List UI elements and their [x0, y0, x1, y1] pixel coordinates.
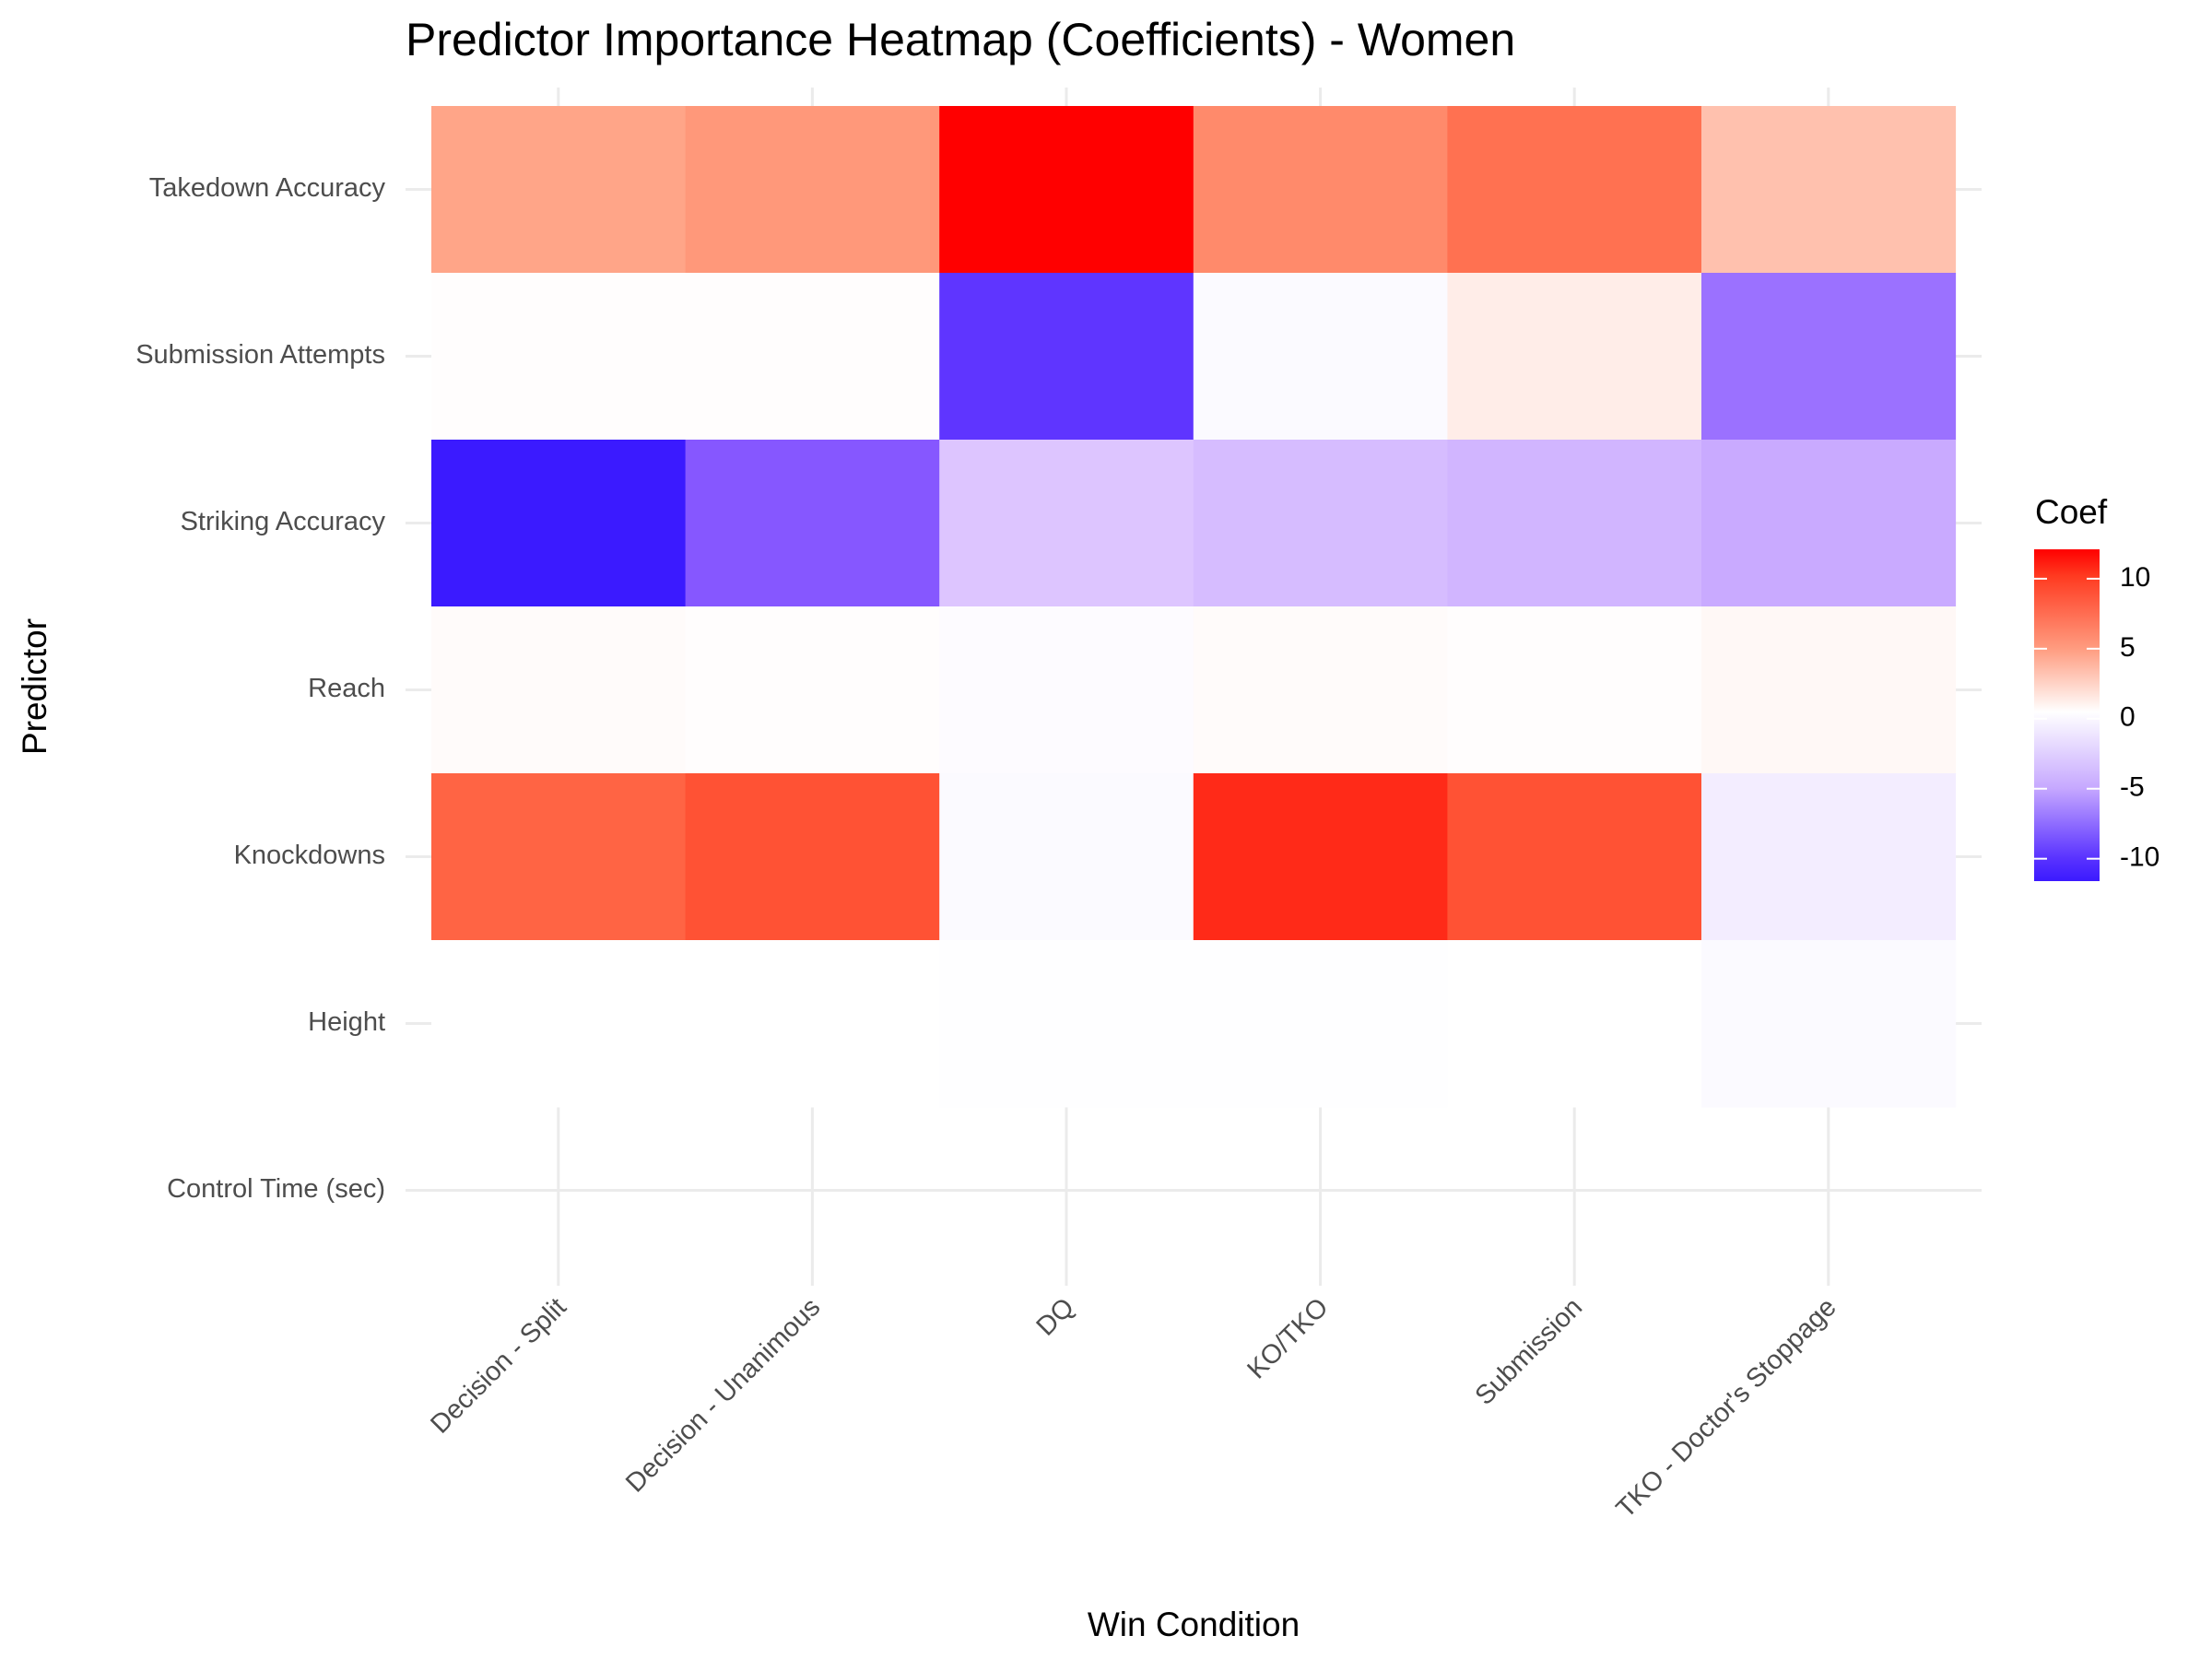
heatmap-cell: [1193, 273, 1448, 441]
heatmap-cell: [431, 273, 687, 441]
legend-tick-label: 5: [2120, 632, 2136, 663]
y-tick-label: Reach: [308, 674, 385, 703]
heatmap-cell: [431, 940, 687, 1108]
legend-tick-label: -10: [2120, 842, 2159, 873]
heatmap-cell: [1447, 106, 1702, 274]
x-tick-label: DQ: [1031, 1292, 1080, 1341]
heatmap-cell: [1447, 273, 1702, 441]
x-tick-label: TKO - Doctor's Stoppage: [1611, 1292, 1842, 1524]
heatmap-cell: [685, 940, 940, 1108]
heatmap-cell: [431, 106, 687, 274]
heatmap-cell: [939, 106, 1194, 274]
color-legend: Coef 10 5 0 -5 -10: [2034, 493, 2159, 881]
x-axis-ticks: Decision - Split Decision - Unanimous DQ KO…: [425, 1292, 1841, 1524]
heatmap-cell: [1701, 940, 1957, 1108]
heatmap-cell: [939, 773, 1194, 941]
x-tick-label: Decision - Unanimous: [620, 1292, 826, 1498]
heatmap-cell: [1447, 773, 1702, 941]
heatmap-cell: [685, 273, 940, 441]
heatmap-cell: [431, 773, 687, 941]
heatmap-cell: [1701, 440, 1957, 607]
y-axis-title: Predictor: [16, 618, 53, 755]
x-tick-label: Submission: [1470, 1292, 1589, 1411]
heatmap-cell: [1701, 606, 1957, 774]
heatmap-cell: [939, 273, 1194, 441]
x-axis-title: Win Condition: [1088, 1606, 1300, 1643]
y-tick-label: Control Time (sec): [167, 1174, 385, 1204]
heatmap-cell: [431, 606, 687, 774]
x-tick-label: Decision - Split: [425, 1292, 571, 1439]
y-tick-label: Height: [308, 1007, 385, 1037]
heatmap-cell: [939, 940, 1194, 1108]
heatmap-cell: [685, 606, 940, 774]
y-tick-label: Takedown Accuracy: [149, 173, 386, 203]
y-tick-label: Knockdowns: [234, 841, 385, 870]
y-tick-label: Submission Attempts: [135, 340, 385, 370]
heatmap-cell: [685, 440, 940, 607]
legend-tick-label: 0: [2120, 702, 2136, 733]
heatmap-cell: [1193, 940, 1448, 1108]
chart-title: Predictor Importance Heatmap (Coefficien…: [406, 14, 1515, 65]
heatmap-cell: [1701, 106, 1957, 274]
legend-tick-label: 10: [2120, 562, 2150, 593]
heatmap-cell: [1447, 606, 1702, 774]
heatmap-cell: [1447, 940, 1702, 1108]
heatmap-cell: [431, 440, 687, 607]
heatmap-cell: [685, 773, 940, 941]
heatmap-cell: [1193, 773, 1448, 941]
legend-title: Coef: [2035, 493, 2108, 531]
legend-colorbar: [2034, 549, 2100, 881]
y-axis-ticks: Takedown Accuracy Submission Attempts Stri…: [135, 173, 385, 1204]
heatmap-cell: [1447, 440, 1702, 607]
legend-tick-label: -5: [2120, 772, 2145, 803]
x-tick-label: KO/TKO: [1241, 1292, 1334, 1384]
heatmap-cell: [939, 606, 1194, 774]
heatmap-tiles: [431, 106, 1957, 1108]
heatmap-cell: [685, 106, 940, 274]
heatmap-cell: [1193, 440, 1448, 607]
heatmap-cell: [1701, 773, 1957, 941]
y-tick-label: Striking Accuracy: [181, 507, 386, 536]
heatmap-cell: [1701, 273, 1957, 441]
heatmap-cell: [939, 440, 1194, 607]
heatmap-cell: [1193, 606, 1448, 774]
heatmap-cell: [1193, 106, 1448, 274]
